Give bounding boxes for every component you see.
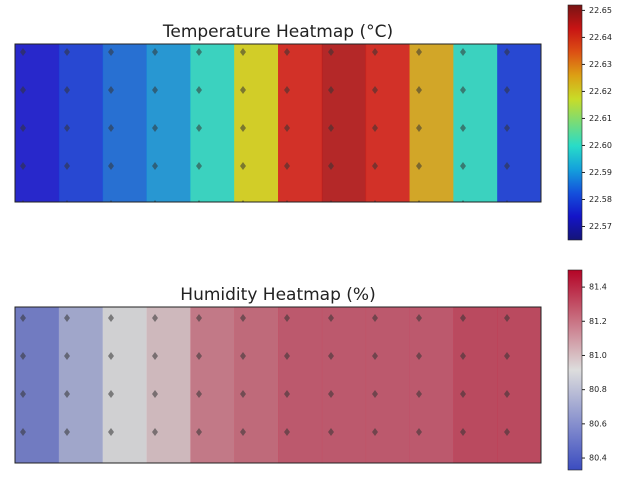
colorbar <box>568 270 582 470</box>
colorbar-tick-label: 22.63 <box>589 60 612 69</box>
chart: Temperature Heatmap (°C) 22.57 22.58 22.59 2… <box>0 0 628 482</box>
colorbar-tick-label: 81.0 <box>589 351 607 360</box>
chart-title: Humidity Heatmap (%) <box>180 285 375 305</box>
colorbar <box>568 5 582 240</box>
colorbar-tick-label: 22.59 <box>589 168 612 177</box>
colorbar-tick-label: 80.6 <box>589 419 607 428</box>
texture <box>15 307 541 463</box>
colorbar-tick-label: 80.4 <box>589 454 607 463</box>
colorbar-tick-label: 81.4 <box>589 283 607 292</box>
colorbar-tick-label: 81.2 <box>589 317 607 326</box>
colorbar-tick-label: 22.61 <box>589 114 612 123</box>
colorbar-tick-label: 22.58 <box>589 195 612 204</box>
colorbar-tick-label: 22.60 <box>589 141 612 150</box>
colorbar-tick-label: 22.62 <box>589 87 612 96</box>
colorbar-tick-label: 22.64 <box>589 33 612 42</box>
colorbar-tick-label: 22.65 <box>589 6 612 15</box>
colorbar-tick-label: 22.57 <box>589 222 612 231</box>
chart-title: Temperature Heatmap (°C) <box>162 22 393 42</box>
texture <box>15 44 541 202</box>
colorbar-tick-label: 80.8 <box>589 385 607 394</box>
